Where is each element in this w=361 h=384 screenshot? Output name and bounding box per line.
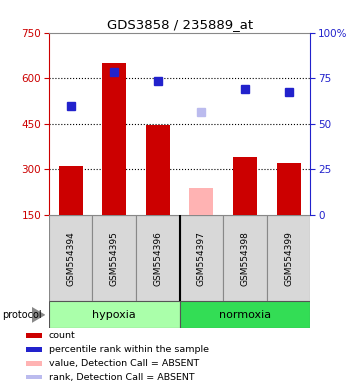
- Text: protocol: protocol: [2, 310, 42, 320]
- Bar: [277, 163, 301, 215]
- Bar: [190, 188, 213, 215]
- Text: GSM554394: GSM554394: [66, 231, 75, 286]
- Bar: [146, 125, 170, 215]
- Bar: [26, 333, 42, 338]
- Text: value, Detection Call = ABSENT: value, Detection Call = ABSENT: [49, 359, 199, 367]
- Text: percentile rank within the sample: percentile rank within the sample: [49, 345, 209, 354]
- Text: GSM554399: GSM554399: [284, 231, 293, 286]
- Text: hypoxia: hypoxia: [92, 310, 136, 320]
- Bar: [223, 215, 267, 301]
- Text: GSM554398: GSM554398: [240, 231, 249, 286]
- Bar: [267, 215, 310, 301]
- Bar: [49, 301, 179, 328]
- Text: rank, Detection Call = ABSENT: rank, Detection Call = ABSENT: [49, 372, 195, 382]
- Text: GSM554395: GSM554395: [110, 231, 119, 286]
- Text: GSM554396: GSM554396: [153, 231, 162, 286]
- Bar: [26, 361, 42, 366]
- Bar: [233, 157, 257, 215]
- Text: GSM554397: GSM554397: [197, 231, 206, 286]
- Bar: [26, 347, 42, 352]
- Bar: [136, 215, 179, 301]
- Text: normoxia: normoxia: [219, 310, 271, 320]
- Bar: [102, 63, 126, 215]
- Title: GDS3858 / 235889_at: GDS3858 / 235889_at: [106, 18, 253, 31]
- Bar: [49, 215, 92, 301]
- Text: count: count: [49, 331, 76, 340]
- Bar: [92, 215, 136, 301]
- Bar: [179, 215, 223, 301]
- Bar: [58, 166, 83, 215]
- Polygon shape: [32, 307, 45, 323]
- Bar: [179, 301, 310, 328]
- Bar: [26, 375, 42, 379]
